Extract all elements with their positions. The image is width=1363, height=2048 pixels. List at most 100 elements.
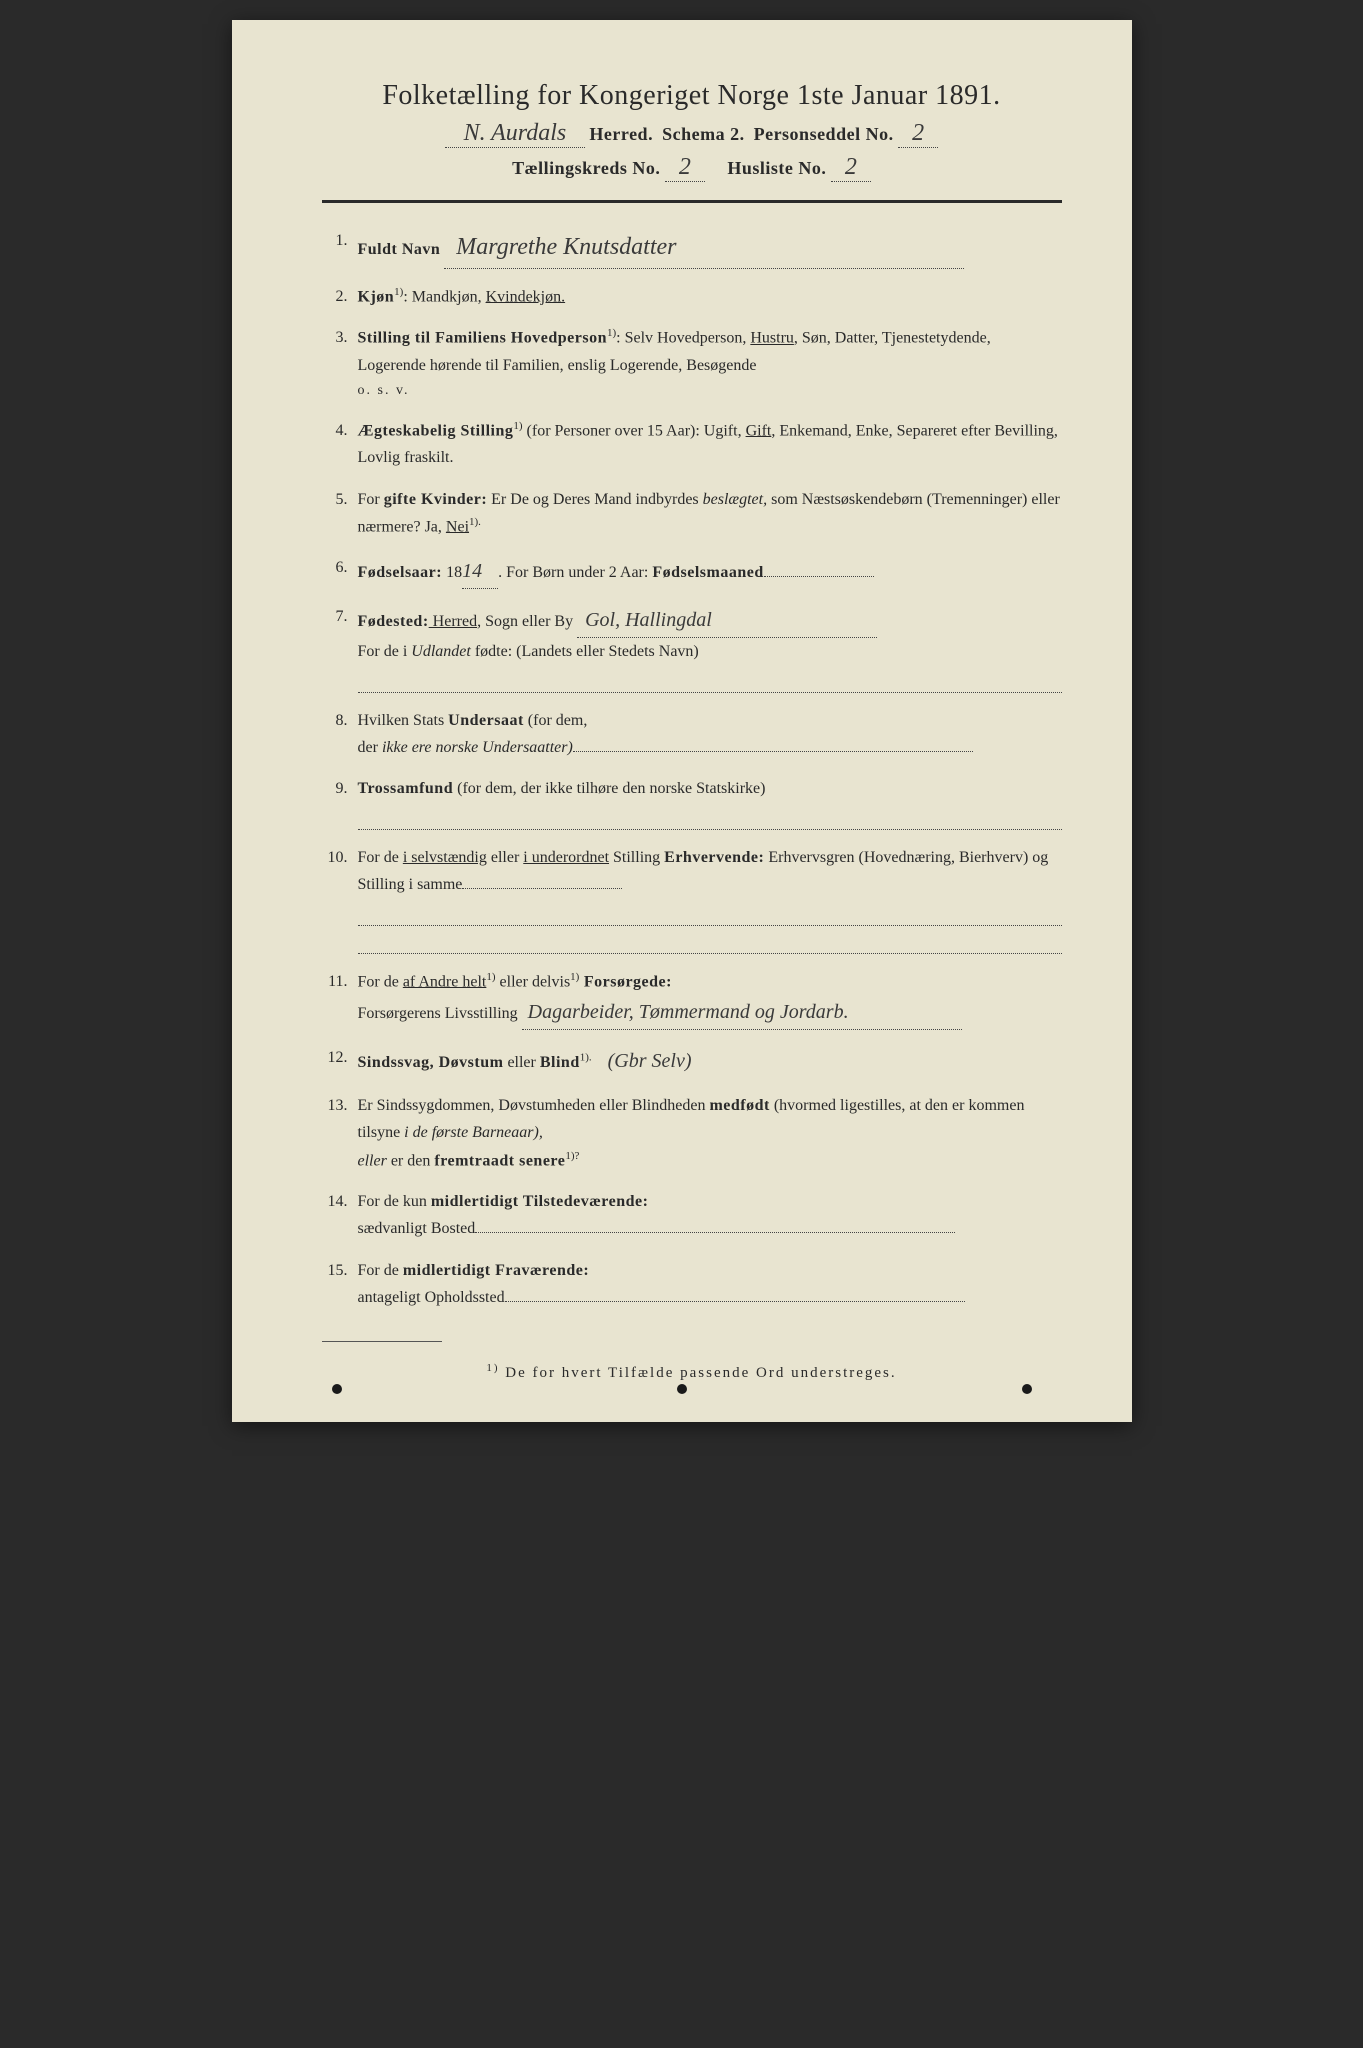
page-title: Folketælling for Kongeriget Norge 1ste J…	[322, 80, 1062, 112]
personseddel-no: 2	[898, 120, 938, 148]
sup: 1)	[570, 971, 579, 983]
herred-label: Herred.	[589, 124, 653, 144]
item-7: 7. Fødested: Herred, Sogn eller By Gol, …	[322, 603, 1062, 693]
i7-a: , Sogn eller By	[477, 613, 573, 630]
i13-a: Er Sindssygdommen, Døvstumheden eller Bl…	[358, 1097, 710, 1114]
kjon-selected: Kvindekjøn.	[486, 288, 566, 305]
aegteskab-text-a: (for Personer over 15 Aar): Ugift,	[523, 422, 746, 439]
item-number: 8.	[322, 707, 358, 761]
tilstedevaerende-label: midlertidigt Tilstedeværende:	[431, 1193, 649, 1210]
item-number: 10.	[322, 844, 358, 954]
item-11: 11. For de af Andre helt1) eller delvis1…	[322, 968, 1062, 1031]
i10-b: eller	[487, 849, 523, 866]
census-form: Folketælling for Kongeriget Norge 1ste J…	[232, 20, 1132, 1422]
i10-c: Stilling	[609, 849, 664, 866]
item-number: 4.	[322, 417, 358, 472]
fodselsmaaned-value	[764, 576, 874, 577]
saedvanligt-bosted-label: sædvanligt Bosted	[358, 1220, 476, 1237]
i9-text: (for dem, der ikke tilhøre den norske St…	[453, 780, 765, 797]
item-10: 10. For de i selvstændig eller i underor…	[322, 844, 1062, 954]
item-number: 15.	[322, 1257, 358, 1311]
fodested-selected: Herred	[429, 613, 477, 630]
opholdssted-label: antageligt Opholdssted	[358, 1289, 505, 1306]
item-14: 14. For de kun midlertidigt Tilstedevære…	[322, 1188, 1062, 1242]
sup: 1).	[469, 516, 481, 528]
item-number: 11.	[322, 968, 358, 1031]
item-number: 3.	[322, 324, 358, 403]
herred-name-field: N. Aurdals	[445, 120, 585, 148]
footnote-sup: 1)	[486, 1362, 499, 1374]
undersaat-label: Undersaat	[448, 712, 524, 729]
item-9: 9. Trossamfund (for dem, der ikke tilhør…	[322, 775, 1062, 830]
i8-a: Hvilken Stats	[358, 712, 449, 729]
i12-value: (Gbr Selv)	[608, 1050, 692, 1072]
item-number: 9.	[322, 775, 358, 830]
sup: 1)?	[565, 1150, 579, 1162]
fodselsaar-value: 14	[462, 554, 498, 589]
sup: 1)	[513, 420, 522, 432]
fuldt-navn-label: Fuldt Navn	[358, 241, 441, 258]
forsorgerens-value: Dagarbeider, Tømmermand og Jordarb.	[522, 995, 962, 1030]
sup: 1).	[580, 1052, 592, 1064]
i11-u1: af Andre helt	[403, 973, 487, 990]
i12-text: eller	[503, 1054, 539, 1071]
fodested-label: Fødested:	[358, 613, 429, 630]
i14-a: For de kun	[358, 1193, 431, 1210]
blank-line	[358, 928, 1062, 954]
i7-b: For de i	[358, 643, 412, 660]
footnote-text: De for hvert Tilfælde passende Ord under…	[500, 1365, 897, 1381]
fravaerende-label: midlertidigt Fraværende:	[403, 1262, 589, 1279]
i5-a: For	[358, 491, 384, 508]
i10-u2: i underordnet	[523, 849, 609, 866]
item-2: 2. Kjøn1): Mandkjøn, Kvindekjøn.	[322, 283, 1062, 311]
footnote-rule	[322, 1341, 442, 1342]
item-5: 5. For gifte Kvinder: Er De og Deres Man…	[322, 486, 1062, 541]
i8-ital: ikke ere norske Undersaatter)	[382, 739, 573, 756]
item-number: 1.	[322, 227, 358, 269]
item-12: 12. Sindssvag, Døvstum eller Blind1). (G…	[322, 1044, 1062, 1078]
fodselsaar-label: Fødselsaar:	[358, 564, 443, 581]
husliste-no: 2	[831, 154, 871, 182]
item-number: 12.	[322, 1044, 358, 1078]
fuldt-navn-value: Margrethe Knutsdatter	[444, 227, 964, 269]
i5-selected: Nei	[446, 518, 469, 535]
sup: 1)	[607, 327, 616, 339]
blank	[462, 888, 622, 889]
forsorgede-label: Forsørgede:	[579, 973, 672, 990]
trossamfund-label: Trossamfund	[358, 780, 454, 797]
i15-a: For de	[358, 1262, 403, 1279]
forsorgerens-label: Forsørgerens Livsstilling	[358, 1005, 518, 1022]
bosted-value	[475, 1232, 955, 1233]
i6-prefix: 18	[442, 564, 462, 581]
i5-ital: beslægtet,	[703, 491, 767, 508]
sup: 1)	[486, 971, 495, 983]
binding-hole-icon	[677, 1384, 687, 1394]
blank-line	[358, 667, 1062, 693]
item-8: 8. Hvilken Stats Undersaat (for dem, der…	[322, 707, 1062, 761]
binding-hole-icon	[1022, 1384, 1032, 1394]
divider	[322, 200, 1062, 203]
footnote: 1) De for hvert Tilfælde passende Ord un…	[322, 1362, 1062, 1382]
stilling-text-a: : Selv Hovedperson,	[616, 330, 750, 347]
erhvervende-label: Erhvervende:	[664, 849, 764, 866]
i11-b: eller delvis	[496, 973, 571, 990]
i8-c: der	[358, 739, 382, 756]
kjon-label: Kjøn	[358, 288, 395, 305]
header-row-1: N. Aurdals Herred. Schema 2. Personsedde…	[322, 120, 1062, 148]
taellingskreds-no: 2	[665, 154, 705, 182]
item-3: 3. Stilling til Familiens Hovedperson1):…	[322, 324, 1062, 403]
schema-label: Schema 2.	[662, 124, 745, 144]
i5-b: Er De og Deres Mand indbyrdes	[487, 491, 703, 508]
medfodt-label: medfødt	[709, 1097, 769, 1114]
item-number: 14.	[322, 1188, 358, 1242]
item-number: 2.	[322, 283, 358, 311]
binding-hole-icon	[332, 1384, 342, 1394]
item-6: 6. Fødselsaar: 1814. For Børn under 2 Aa…	[322, 554, 1062, 589]
fremtraadt-label: fremtraadt senere	[434, 1152, 565, 1169]
taellingskreds-label: Tællingskreds No.	[512, 158, 660, 178]
blank-line	[358, 901, 1062, 927]
husliste-label: Husliste No.	[727, 158, 826, 178]
i7-ital: Udlandet	[411, 643, 471, 660]
item-1: 1. Fuldt Navn Margrethe Knutsdatter	[322, 227, 1062, 269]
stilling-selected: Hustru	[750, 330, 794, 347]
